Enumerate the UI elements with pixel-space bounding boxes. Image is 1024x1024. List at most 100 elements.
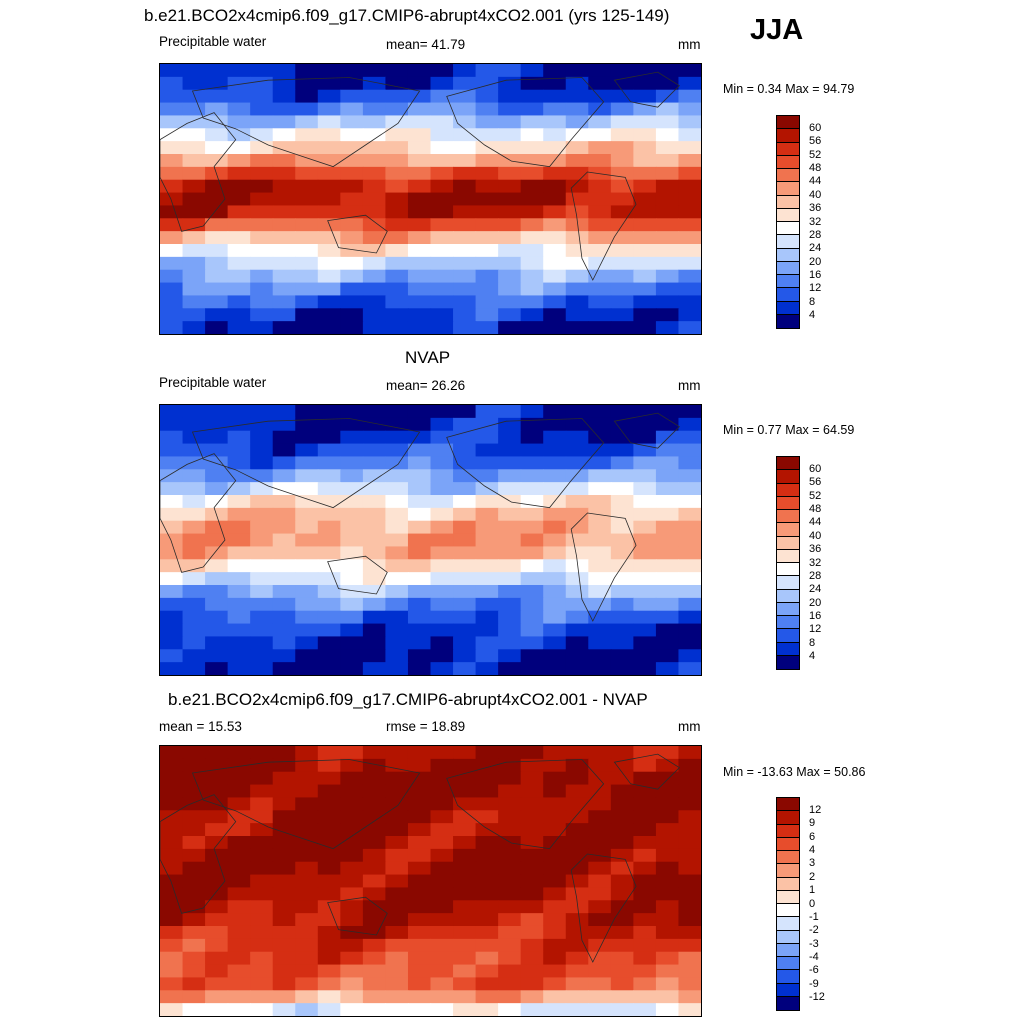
field-cell: [385, 469, 409, 483]
field-cell: [430, 662, 454, 675]
field-cell: [182, 520, 206, 535]
field-cell: [678, 456, 701, 470]
field-cell: [272, 964, 296, 979]
coastline: [191, 759, 421, 850]
field-cell: [385, 166, 409, 181]
field-cell: [407, 900, 432, 914]
field-cell: [362, 584, 387, 599]
field-cell: [655, 141, 680, 155]
field-cell: [317, 295, 341, 309]
colorbar-swatch: [777, 222, 799, 236]
field-cell: [588, 913, 612, 927]
field-cell: [565, 205, 589, 219]
field-cell: [160, 469, 184, 483]
field-cell: [588, 874, 612, 889]
field-cell: [633, 76, 657, 91]
colorbar-swatch: [777, 169, 799, 183]
field-cell: [407, 179, 432, 194]
field-cell: [362, 938, 387, 953]
field-cell: [385, 836, 409, 850]
field-cell: [317, 533, 341, 548]
field-cell: [385, 405, 409, 419]
field-cell: [362, 810, 387, 824]
field-cell: [227, 192, 251, 207]
field-cell: [362, 243, 387, 258]
field-cell: [250, 469, 274, 483]
field-cell: [565, 572, 589, 586]
field-cell: [543, 128, 567, 142]
field-cell: [475, 746, 499, 760]
field-cell: [655, 900, 680, 914]
field-cell: [295, 913, 319, 927]
field-cell: [317, 597, 341, 612]
field-cell: [565, 746, 589, 760]
field-cell: [250, 584, 274, 599]
field-cell: [362, 231, 387, 245]
field-cell: [160, 636, 184, 650]
field-cell: [430, 443, 454, 458]
field-cell: [205, 520, 229, 535]
field-cell: [565, 913, 589, 927]
field-cell: [295, 405, 319, 419]
colorbar-swatch: [777, 957, 799, 971]
field-cell: [588, 243, 612, 258]
field-cell: [317, 282, 341, 297]
field-cell: [633, 282, 657, 297]
field-cell: [160, 559, 184, 573]
field-cell: [340, 746, 364, 760]
field-cell: [520, 405, 544, 419]
field-cell: [633, 179, 657, 194]
field-cell: [272, 533, 296, 548]
field-cell: [182, 321, 206, 334]
colorbar-tick-label: 40: [809, 529, 822, 542]
field-cell: [295, 64, 319, 78]
field-cell: [205, 610, 229, 625]
field-cell: [498, 836, 522, 850]
field-cell: [160, 308, 184, 322]
field-cell: [610, 623, 634, 638]
colorbar-tick-label: 52: [809, 489, 822, 502]
field-cell: [430, 938, 454, 953]
field-cell: [655, 913, 680, 927]
field-cell: [362, 520, 387, 535]
field-cell: [520, 662, 544, 675]
field-cell: [610, 405, 634, 419]
field-cell: [453, 417, 477, 432]
field-cell: [655, 823, 680, 837]
field-cell: [543, 89, 567, 104]
field-cell: [565, 76, 589, 91]
field-cell: [678, 308, 701, 322]
field-cell: [385, 321, 409, 334]
field-cell: [565, 443, 589, 458]
field-cell: [588, 456, 612, 470]
field-cell: [430, 861, 454, 876]
field-cell: [453, 115, 477, 129]
field-cell: [475, 192, 499, 207]
field-cell: [588, 649, 612, 663]
field-cell: [317, 861, 341, 876]
field-cell: [633, 482, 657, 496]
field-cell: [250, 115, 274, 129]
field-cell: [272, 102, 296, 117]
field-cell: [633, 321, 657, 334]
field-cell: [633, 848, 657, 863]
field-cell: [610, 649, 634, 663]
field-cell: [385, 610, 409, 625]
field-cell: [385, 572, 409, 586]
field-cell: [295, 507, 319, 522]
field-cell: [250, 597, 274, 612]
field-cell: [453, 243, 477, 258]
field-cell: [430, 430, 454, 445]
field-cell: [340, 887, 364, 901]
field-cell: [385, 861, 409, 876]
colorbar-swatch: [777, 877, 799, 891]
field-cell: [588, 154, 612, 168]
field-cell: [160, 964, 184, 979]
field-cell: [498, 533, 522, 548]
field-cell: [205, 977, 229, 991]
colorbar-swatch: [777, 155, 799, 169]
field-cell: [362, 951, 387, 966]
field-cell: [678, 520, 701, 535]
field-cell: [317, 649, 341, 663]
field-cell: [407, 597, 432, 612]
